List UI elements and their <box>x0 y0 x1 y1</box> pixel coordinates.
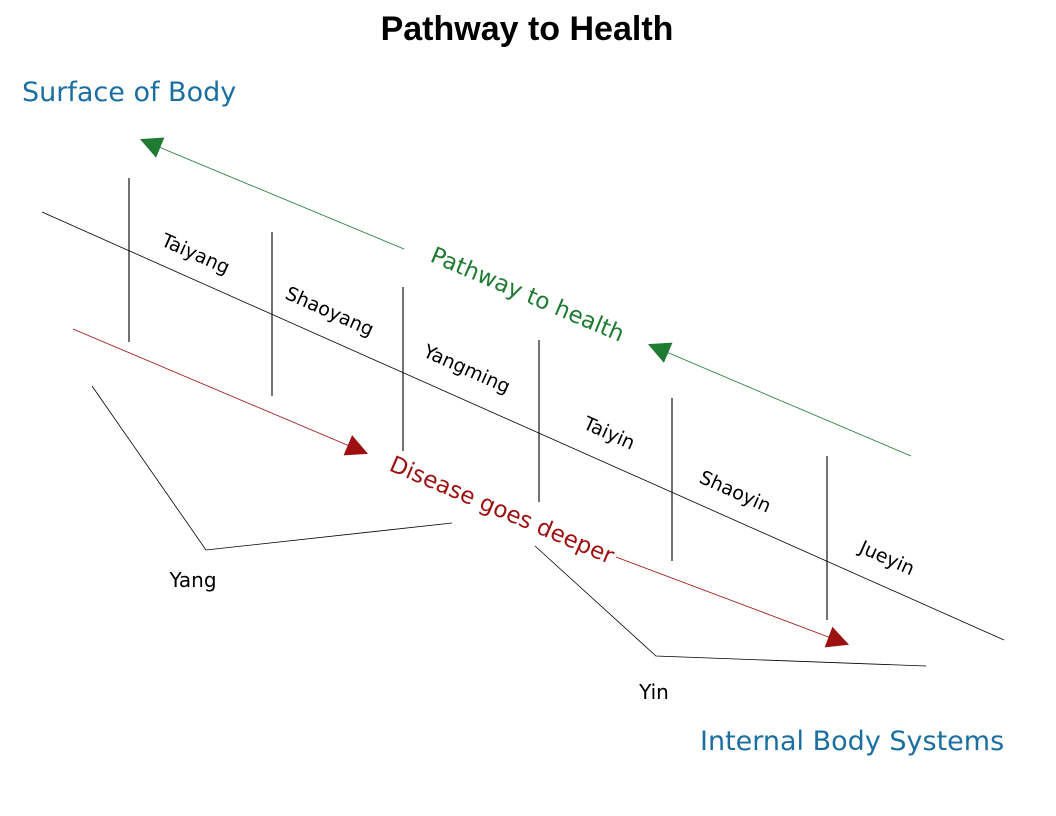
health-arrow-lower <box>647 342 912 457</box>
yang-label: Yang <box>168 568 216 592</box>
health-arrow-upper <box>139 137 405 250</box>
disease-goes-deeper-label: Disease goes deeper <box>386 452 618 570</box>
internal-body-systems-label: Internal Body Systems <box>700 726 1004 757</box>
yin-label: Yin <box>638 680 669 704</box>
main-diagonal-line <box>41 211 1005 641</box>
disease-arrow-lower <box>615 556 850 648</box>
yang-bracket <box>91 385 453 551</box>
pathway-to-health-label: Pathway to health <box>427 243 628 348</box>
stage-label-yangming: Yangming <box>419 340 513 398</box>
yin-bracket <box>534 545 927 667</box>
page-title: Pathway to Health <box>381 10 674 48</box>
stage-label-taiyin: Taiyin <box>579 412 638 454</box>
stage-label-shaoyang: Shaoyang <box>282 282 377 340</box>
stage-label-jueyin: Jueyin <box>855 536 918 580</box>
stage-dividers <box>128 178 828 620</box>
surface-of-body-label: Surface of Body <box>22 77 236 108</box>
disease-arrow-upper <box>72 328 369 456</box>
stage-label-taiyang: Taiyang <box>157 229 233 279</box>
stage-label-shaoyin: Shaoyin <box>696 466 774 517</box>
